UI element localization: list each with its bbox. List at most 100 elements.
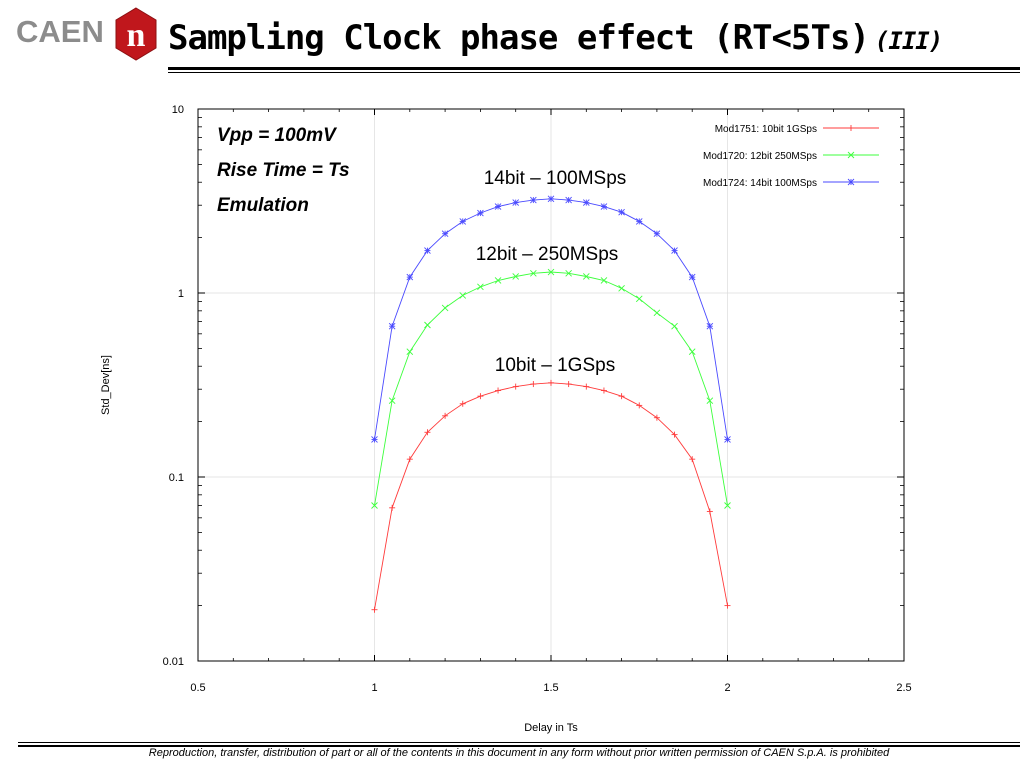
- data-point: [706, 322, 714, 330]
- x-tick-label: 0.5: [190, 682, 205, 694]
- data-point: [512, 199, 520, 206]
- data-point: [371, 436, 378, 443]
- x-tick-label: 2.5: [896, 682, 911, 694]
- data-point: [653, 230, 661, 238]
- data-point: [424, 247, 431, 254]
- data-point: [548, 379, 554, 386]
- data-point: [600, 387, 607, 394]
- legend-label: Mod1720: 12bit 250MSps: [703, 151, 817, 162]
- series-2: [371, 268, 731, 509]
- data-point: [724, 436, 731, 443]
- title-rule-thin: [168, 72, 1020, 73]
- data-point: [371, 502, 378, 509]
- data-point: [618, 393, 625, 400]
- annotation-text: 12bit – 250MSps: [476, 244, 619, 265]
- data-point: [512, 383, 519, 390]
- footer-copyright: Reproduction, transfer, distribution of …: [148, 747, 890, 759]
- data-point: [441, 230, 449, 238]
- data-point: [512, 273, 520, 280]
- y-tick-label: 0.1: [169, 472, 184, 484]
- data-point: [388, 322, 396, 330]
- data-point: [441, 304, 449, 312]
- data-point: [600, 203, 608, 210]
- data-point: [688, 348, 696, 355]
- logo-text: CAEN: [16, 14, 104, 49]
- data-point: [565, 196, 572, 204]
- annotation-text: Vpp = 100mV: [217, 125, 337, 146]
- legend-marker: [847, 151, 855, 159]
- data-point: [724, 602, 731, 609]
- data-point: [635, 295, 643, 303]
- y-axis-label: Std_Dev[ns]: [100, 355, 112, 415]
- data-point: [424, 429, 431, 436]
- y-tick-label: 10: [172, 104, 184, 116]
- data-point: [582, 199, 590, 206]
- legend-marker: [847, 178, 855, 186]
- series-3: [371, 195, 731, 443]
- data-point: [477, 209, 484, 217]
- data-point: [459, 292, 467, 299]
- slide-title-main: Sampling Clock phase effect (RT<5Ts): [168, 18, 870, 58]
- data-point: [635, 218, 643, 225]
- data-point: [671, 431, 678, 438]
- data-point: [689, 456, 696, 463]
- series-1: [371, 379, 731, 613]
- data-point: [459, 218, 467, 225]
- y-tick-label: 0.01: [163, 656, 184, 668]
- series-layer: [371, 195, 731, 613]
- data-point: [494, 203, 502, 210]
- data-point: [582, 273, 590, 280]
- x-tick-label: 1.5: [543, 682, 558, 694]
- annotation-text: Emulation: [217, 195, 309, 216]
- data-point: [547, 195, 555, 203]
- data-point: [389, 504, 396, 511]
- data-point: [388, 397, 396, 404]
- data-point: [671, 247, 678, 254]
- data-point: [406, 273, 414, 281]
- data-point: [547, 268, 555, 276]
- data-point: [600, 277, 608, 284]
- data-point: [618, 208, 625, 216]
- data-point: [495, 387, 502, 394]
- data-point: [477, 393, 484, 400]
- title-rule: [168, 67, 1020, 70]
- annotation-text: 10bit – 1GSps: [495, 355, 615, 376]
- slide-title: Sampling Clock phase effect (RT<5Ts) (III…: [168, 18, 943, 58]
- data-point: [653, 414, 660, 421]
- data-point: [406, 456, 413, 463]
- footer-rule: [18, 742, 1020, 743]
- legend-marker: [848, 125, 854, 131]
- data-point: [494, 277, 502, 284]
- data-point: [565, 381, 572, 388]
- annotation-text: Rise Time = Ts: [217, 160, 350, 181]
- data-point: [530, 381, 537, 388]
- logo-mark-icon: n: [115, 7, 157, 61]
- y-tick-label: 1: [178, 288, 184, 300]
- data-point: [653, 309, 661, 317]
- x-axis-label: Delay in Ts: [524, 722, 578, 734]
- data-point: [565, 269, 572, 277]
- footer-rule-thick: [18, 745, 1020, 747]
- data-point: [583, 383, 590, 390]
- legend-label: Mod1724: 14bit 100MSps: [703, 178, 817, 189]
- data-point: [424, 321, 431, 329]
- annotations: Vpp = 100mV Rise Time = Ts Emulation 14bit …: [217, 125, 626, 376]
- data-point: [688, 273, 696, 281]
- slide-title-sub: (III): [874, 27, 943, 55]
- data-point: [442, 412, 449, 419]
- data-point: [618, 285, 625, 292]
- data-point: [706, 508, 713, 515]
- data-point: [636, 402, 643, 409]
- svg-text:n: n: [127, 17, 146, 54]
- legend: Mod1751: 10bit 1GSps Mod1720: 12bit 250MS…: [703, 124, 879, 189]
- tick-layer: 0.5 1 1.5 2 2.5 0.01 0.1 1 10: [163, 104, 912, 694]
- legend-label: Mod1751: 10bit 1GSps: [715, 124, 817, 135]
- data-point: [530, 269, 537, 277]
- x-tick-label: 2: [724, 682, 730, 694]
- data-point: [671, 322, 678, 330]
- data-point: [406, 348, 414, 355]
- data-point: [724, 502, 731, 509]
- data-point: [706, 397, 714, 404]
- data-point: [459, 400, 466, 407]
